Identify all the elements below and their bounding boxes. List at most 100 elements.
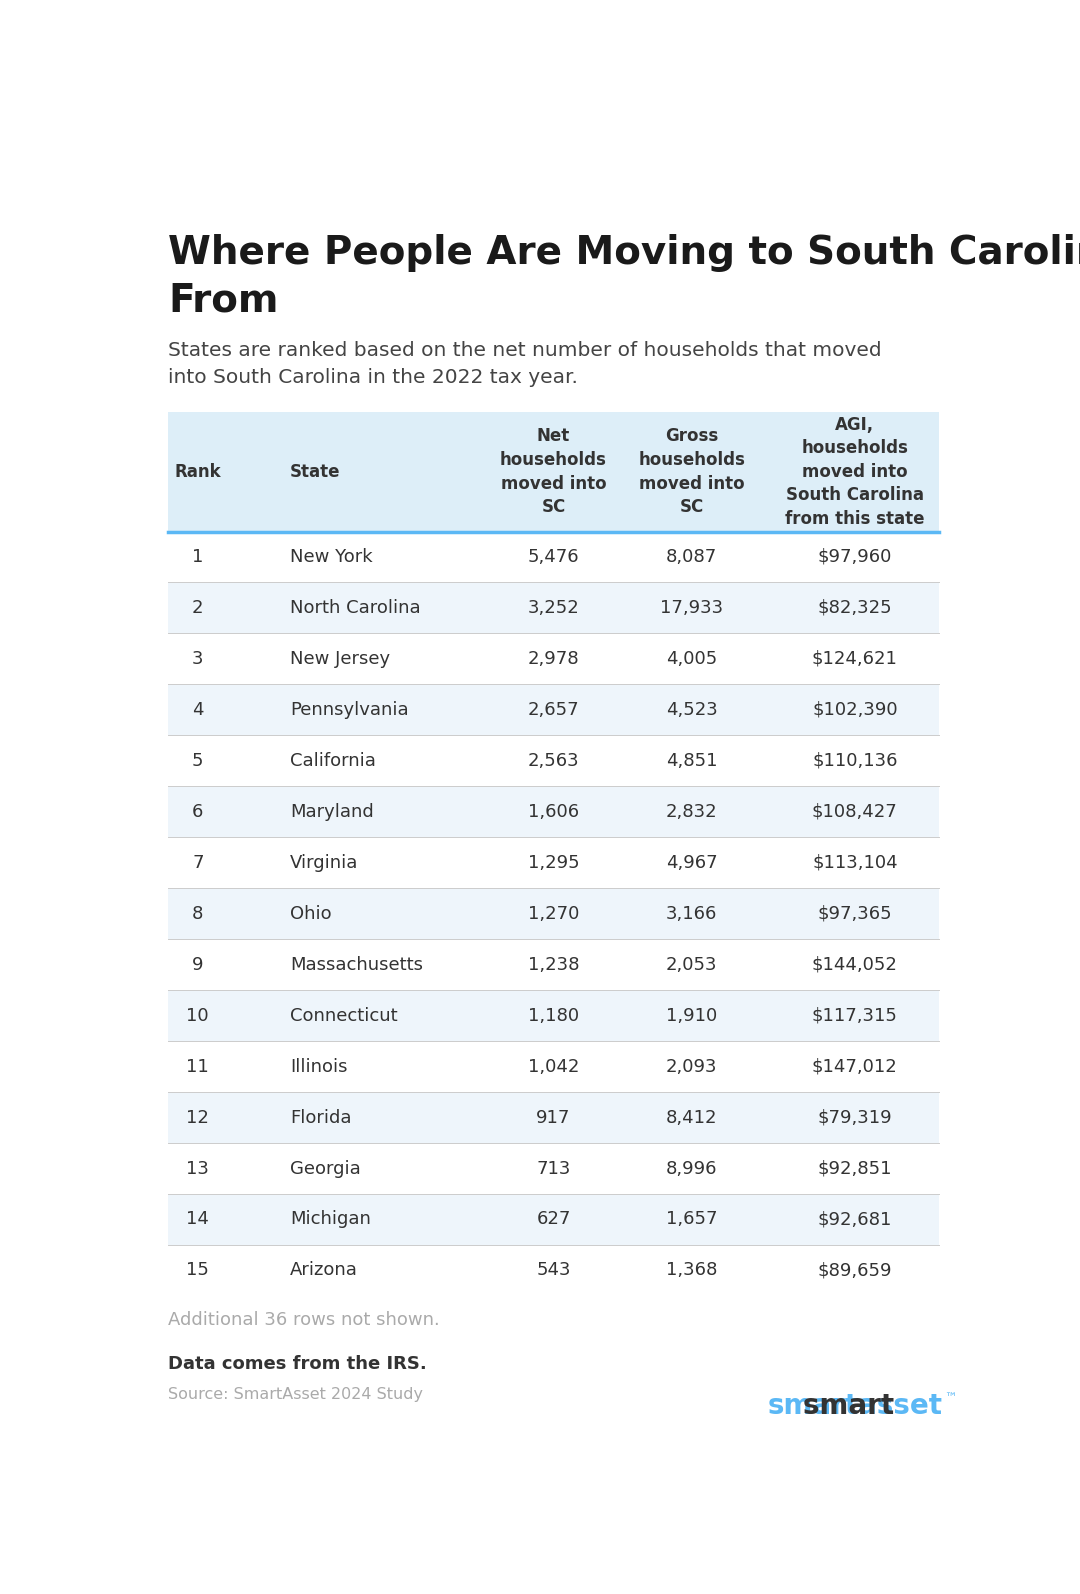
Text: 8: 8: [192, 905, 203, 923]
Text: 5: 5: [192, 752, 203, 770]
Text: 713: 713: [537, 1159, 570, 1178]
Text: smartasset: smartasset: [768, 1392, 943, 1420]
Text: 10: 10: [187, 1007, 210, 1025]
Bar: [168, 582, 939, 633]
Bar: [168, 735, 939, 786]
Text: $113,104: $113,104: [812, 854, 897, 872]
Text: 1: 1: [192, 548, 203, 566]
Bar: [168, 888, 939, 939]
Text: 14: 14: [187, 1210, 210, 1229]
Text: 8,087: 8,087: [666, 548, 717, 566]
Text: State: State: [289, 462, 340, 481]
Text: 1,295: 1,295: [528, 854, 579, 872]
Text: Net
households
moved into
SC: Net households moved into SC: [500, 427, 607, 516]
Text: $97,960: $97,960: [818, 548, 892, 566]
Text: $110,136: $110,136: [812, 752, 897, 770]
Text: Connecticut: Connecticut: [289, 1007, 397, 1025]
Text: 4,851: 4,851: [666, 752, 717, 770]
Text: 15: 15: [187, 1261, 210, 1280]
Text: 3: 3: [192, 650, 203, 668]
Text: 4,005: 4,005: [666, 650, 717, 668]
Text: 4,967: 4,967: [665, 854, 717, 872]
Text: ™: ™: [944, 1392, 957, 1404]
Text: $79,319: $79,319: [818, 1108, 892, 1127]
Text: Illinois: Illinois: [289, 1057, 348, 1076]
Bar: [168, 1194, 939, 1245]
Text: 3,252: 3,252: [528, 599, 579, 617]
Text: Source: SmartAsset 2024 Study: Source: SmartAsset 2024 Study: [168, 1387, 423, 1401]
Text: $97,365: $97,365: [818, 905, 892, 923]
Text: 5,476: 5,476: [528, 548, 579, 566]
Text: Pennsylvania: Pennsylvania: [289, 701, 408, 719]
Text: 1,270: 1,270: [528, 905, 579, 923]
Text: Rank: Rank: [175, 462, 221, 481]
Text: 2,563: 2,563: [528, 752, 579, 770]
Text: 2,657: 2,657: [528, 701, 579, 719]
Text: California: California: [289, 752, 376, 770]
Bar: [168, 1092, 939, 1143]
Text: Ohio: Ohio: [289, 905, 332, 923]
Text: 12: 12: [187, 1108, 210, 1127]
Bar: [168, 939, 939, 990]
Text: 8,996: 8,996: [666, 1159, 717, 1178]
Text: 2,832: 2,832: [665, 803, 717, 821]
Text: 9: 9: [192, 956, 203, 974]
Text: 917: 917: [537, 1108, 570, 1127]
Bar: [168, 1041, 939, 1092]
Bar: [168, 837, 939, 888]
Text: $117,315: $117,315: [812, 1007, 897, 1025]
Text: 17,933: 17,933: [660, 599, 724, 617]
Text: Data comes from the IRS.: Data comes from the IRS.: [168, 1355, 428, 1372]
Bar: [168, 531, 939, 582]
Text: $147,012: $147,012: [812, 1057, 897, 1076]
Text: $89,659: $89,659: [818, 1261, 892, 1280]
Text: $82,325: $82,325: [818, 599, 892, 617]
Text: smart: smart: [804, 1392, 943, 1420]
Bar: [168, 684, 939, 735]
Text: 2,053: 2,053: [666, 956, 717, 974]
Text: 4: 4: [192, 701, 203, 719]
Text: 8,412: 8,412: [666, 1108, 717, 1127]
Text: Gross
households
moved into
SC: Gross households moved into SC: [638, 427, 745, 516]
Text: Michigan: Michigan: [289, 1210, 370, 1229]
Text: North Carolina: North Carolina: [289, 599, 420, 617]
Text: Arizona: Arizona: [289, 1261, 357, 1280]
Text: AGI,
households
moved into
South Carolina
from this state: AGI, households moved into South Carolin…: [785, 416, 924, 528]
Bar: [168, 786, 939, 837]
Text: Virginia: Virginia: [289, 854, 359, 872]
Text: Massachusetts: Massachusetts: [289, 956, 423, 974]
Text: $92,681: $92,681: [818, 1210, 892, 1229]
Text: New York: New York: [289, 548, 373, 566]
Text: 1,910: 1,910: [666, 1007, 717, 1025]
Text: Additional 36 rows not shown.: Additional 36 rows not shown.: [168, 1310, 441, 1329]
Text: 2: 2: [192, 599, 203, 617]
Text: 7: 7: [192, 854, 203, 872]
Text: 1,606: 1,606: [528, 803, 579, 821]
Text: 11: 11: [187, 1057, 210, 1076]
Text: Where People Are Moving to South Carolina
From: Where People Are Moving to South Carolin…: [168, 234, 1080, 319]
Text: New Jersey: New Jersey: [289, 650, 390, 668]
Text: Florida: Florida: [289, 1108, 351, 1127]
Bar: [168, 633, 939, 684]
Text: $92,851: $92,851: [818, 1159, 892, 1178]
Text: Georgia: Georgia: [289, 1159, 361, 1178]
Bar: [168, 990, 939, 1041]
Text: 2,978: 2,978: [528, 650, 579, 668]
Bar: [168, 1143, 939, 1194]
Text: 3,166: 3,166: [666, 905, 717, 923]
Text: 1,180: 1,180: [528, 1007, 579, 1025]
Text: States are ranked based on the net number of households that moved
into South Ca: States are ranked based on the net numbe…: [168, 341, 882, 386]
Text: 627: 627: [537, 1210, 570, 1229]
Text: 4,523: 4,523: [665, 701, 717, 719]
Text: Maryland: Maryland: [289, 803, 374, 821]
Text: 2,093: 2,093: [666, 1057, 717, 1076]
Text: 6: 6: [192, 803, 203, 821]
Text: $102,390: $102,390: [812, 701, 897, 719]
Text: $144,052: $144,052: [812, 956, 897, 974]
Text: 1,368: 1,368: [666, 1261, 717, 1280]
Text: 1,042: 1,042: [528, 1057, 579, 1076]
Text: 13: 13: [187, 1159, 210, 1178]
Text: $108,427: $108,427: [812, 803, 897, 821]
Bar: [168, 1245, 939, 1296]
Bar: [168, 413, 939, 531]
